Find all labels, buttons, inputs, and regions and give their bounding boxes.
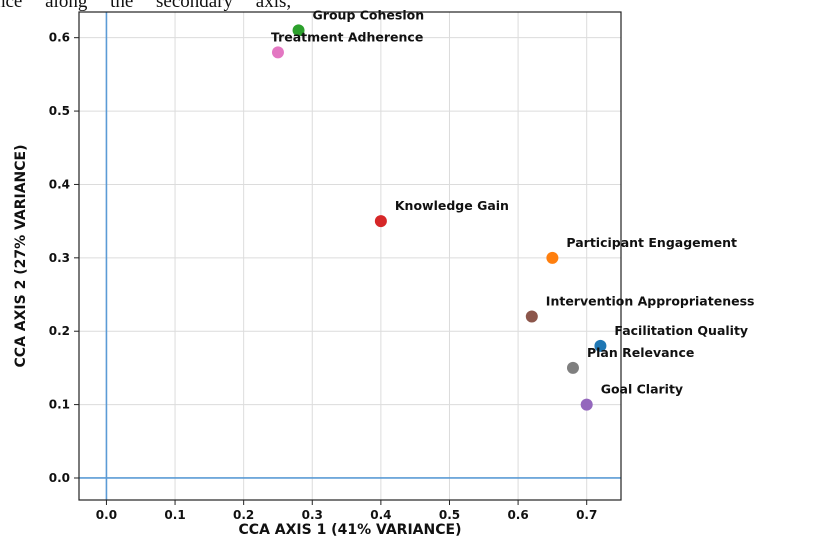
data-point [374, 215, 387, 228]
data-point [525, 310, 538, 323]
y-axis-title: CCA AXIS 2 (27% VARIANCE) [13, 145, 29, 368]
data-point [580, 398, 593, 411]
clipped-caption-text: nce along the secondary axis, [0, 0, 292, 12]
axis-ticks: 0.0 0.1 0.2 0.3 0.4 0.5 0.6 0.7 0.0 0.1 0.2 0.3 0.4 0… [49, 31, 598, 522]
data-point [594, 339, 607, 352]
data-point [566, 361, 579, 374]
point-label: Goal Clarity [601, 382, 683, 397]
x-tick-label: 0.7 [576, 508, 597, 522]
x-axis-title: CCA AXIS 1 (41% VARIANCE) [239, 522, 462, 537]
x-tick-label: 0.4 [370, 508, 391, 522]
reference-lines [79, 12, 621, 500]
y-tick-label: 0.6 [49, 31, 70, 45]
grid-lines [79, 12, 621, 500]
point-label: Group Cohesion [313, 7, 425, 22]
data-point [292, 24, 305, 37]
point-label: Participant Engagement [566, 235, 737, 250]
x-tick-label: 0.2 [233, 508, 254, 522]
y-tick-label: 0.1 [49, 398, 70, 412]
x-tick-label: 0.3 [302, 508, 323, 522]
y-tick-label: 0.4 [49, 177, 70, 191]
y-tick-label: 0.0 [49, 471, 70, 485]
point-label: Facilitation Quality [614, 323, 748, 338]
y-tick-label: 0.3 [49, 251, 70, 265]
data-point [271, 46, 284, 59]
x-tick-label: 0.6 [507, 508, 528, 522]
point-label: Intervention Appropriateness [546, 294, 755, 309]
point-label: Plan Relevance [587, 345, 694, 360]
x-tick-label: 0.1 [164, 508, 185, 522]
x-tick-label: 0.0 [96, 508, 117, 522]
point-label: Treatment Adherence [271, 29, 423, 44]
point-label: Knowledge Gain [395, 198, 509, 213]
plot-frame [78, 11, 622, 501]
y-tick-label: 0.5 [49, 104, 70, 118]
x-tick-label: 0.5 [439, 508, 460, 522]
y-tick-label: 0.2 [49, 324, 70, 338]
data-point [546, 251, 559, 264]
point-labels: Group Cohesion Treatment Adherence Knowled… [271, 7, 755, 396]
data-points [271, 24, 607, 411]
